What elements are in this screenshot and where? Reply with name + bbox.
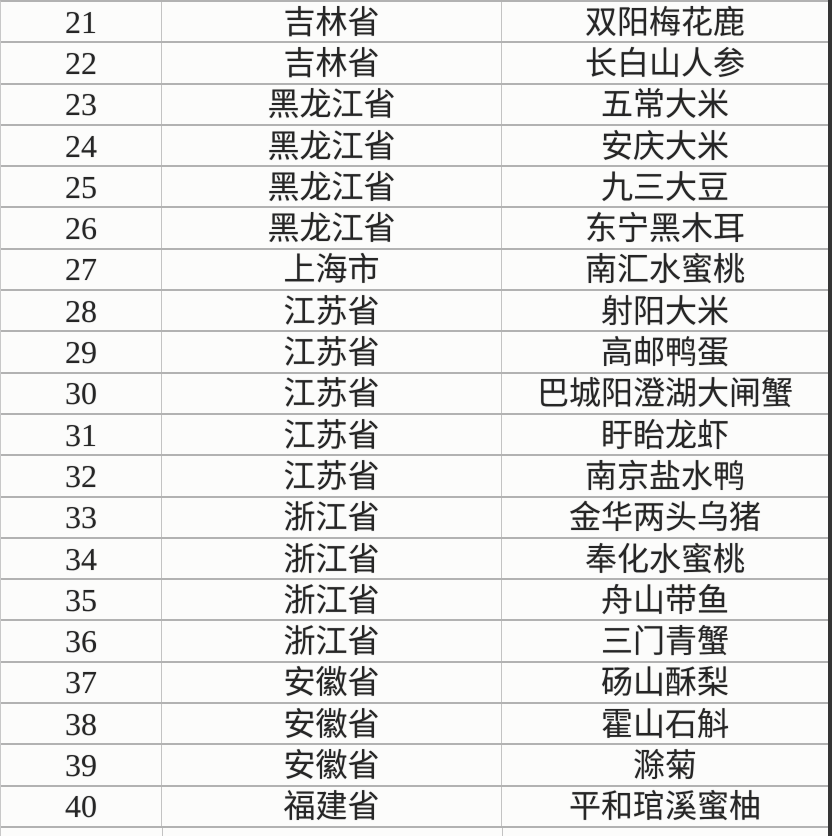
table-row: 38 安徽省 霍山石斛	[1, 704, 828, 746]
rank-cell: 38	[1, 704, 162, 744]
product-cell: 双阳梅花鹿	[584, 3, 745, 40]
province-cell: 福建省	[162, 786, 502, 826]
table-row: 37 安徽省 砀山酥梨	[1, 662, 828, 705]
product-cell: 南汇水蜜桃	[584, 251, 745, 288]
product-cell: 平和琯溪蜜柚	[568, 788, 761, 825]
province-cell: 黑龙江省	[162, 208, 502, 248]
province-cell: 上海市	[162, 249, 502, 290]
product-cell: 舟山带鱼	[600, 581, 729, 618]
product-cell: 砀山酥梨	[600, 664, 729, 701]
province-cell: 黑龙江省	[162, 167, 502, 207]
table-row: 34 浙江省 奉化水蜜桃	[1, 538, 828, 581]
province-cell: 浙江省	[162, 621, 502, 661]
province-cell: 黑龙江省	[162, 84, 502, 124]
table-row: 26 黑龙江省 东宁黑木耳	[1, 208, 828, 250]
column-divider	[502, 828, 503, 836]
rank-cell: 21	[1, 2, 162, 42]
rank-cell: 29	[1, 332, 162, 372]
table-row: 25 黑龙江省 九三大豆	[1, 167, 828, 209]
product-cell: 三门青蟹	[600, 623, 729, 660]
product-cell: 奉化水蜜桃	[584, 540, 745, 577]
table-row: 39 安徽省 滁菊	[1, 745, 828, 787]
province-cell: 江苏省	[162, 332, 502, 372]
product-cell: 五常大米	[600, 86, 729, 123]
province-cell: 吉林省	[162, 43, 502, 83]
table-row: 32 江苏省 南京盐水鸭	[1, 456, 828, 498]
province-cell: 安徽省	[162, 704, 502, 744]
product-cell: 巴城阳澄湖大闸蟹	[536, 375, 793, 412]
product-cell: 东宁黑木耳	[584, 210, 745, 247]
product-cell: 安庆大米	[600, 127, 729, 164]
rank-cell: 37	[1, 662, 162, 703]
product-cell: 南京盐水鸭	[584, 457, 745, 494]
province-cell: 江苏省	[162, 456, 502, 496]
rank-cell: 23	[1, 84, 162, 124]
photo-right-edge	[828, 0, 832, 836]
rank-cell: 39	[1, 745, 162, 785]
province-cell: 江苏省	[162, 291, 502, 331]
rank-cell: 31	[1, 414, 162, 455]
table-row: 21 吉林省 双阳梅花鹿	[1, 2, 828, 44]
rank-cell: 35	[1, 580, 162, 620]
table-row: 35 浙江省 舟山带鱼	[1, 580, 828, 622]
province-cell: 安徽省	[162, 745, 502, 785]
rank-cell: 30	[1, 373, 162, 413]
province-cell: 江苏省	[162, 373, 502, 413]
product-cell: 高邮鸭蛋	[600, 334, 729, 371]
rank-cell: 32	[1, 456, 162, 496]
rank-cell: 24	[1, 125, 162, 166]
table-row: 23 黑龙江省 五常大米	[1, 84, 828, 126]
rank-cell: 26	[1, 208, 162, 248]
rank-cell: 33	[1, 497, 162, 537]
rank-cell: 27	[1, 249, 162, 290]
table-row: 27 上海市 南汇水蜜桃	[1, 249, 828, 292]
product-cell: 盱眙龙虾	[600, 416, 729, 453]
table-row: 33 浙江省 金华两头乌猪	[1, 497, 828, 539]
product-cell: 长白山人参	[584, 44, 745, 81]
product-cell: 滁菊	[632, 746, 697, 783]
table-row: 22 吉林省 长白山人参	[1, 43, 828, 85]
product-cell: 金华两头乌猪	[568, 499, 761, 536]
partial-next-row	[0, 828, 828, 836]
rank-cell: 22	[1, 43, 162, 83]
table-row: 36 浙江省 三门青蟹	[1, 621, 828, 663]
province-cell: 安徽省	[162, 662, 502, 703]
province-cell: 浙江省	[162, 580, 502, 620]
table-row: 24 黑龙江省 安庆大米	[1, 125, 828, 168]
product-cell: 九三大豆	[600, 168, 729, 205]
rank-cell: 34	[1, 538, 162, 579]
rank-cell: 28	[1, 291, 162, 331]
table-row: 28 江苏省 射阳大米	[1, 291, 828, 333]
table-row: 40 福建省 平和琯溪蜜柚	[1, 786, 828, 828]
rank-cell: 40	[1, 786, 162, 826]
province-cell: 江苏省	[162, 414, 502, 455]
column-divider	[162, 828, 163, 836]
province-cell: 浙江省	[162, 538, 502, 579]
province-cell: 黑龙江省	[162, 125, 502, 166]
table-row: 29 江苏省 高邮鸭蛋	[1, 332, 828, 374]
product-cell: 射阳大米	[600, 292, 729, 329]
rank-cell: 25	[1, 167, 162, 207]
rank-cell: 36	[1, 621, 162, 661]
product-cell: 霍山石斛	[600, 705, 729, 742]
province-cell: 吉林省	[162, 2, 502, 42]
province-cell: 浙江省	[162, 497, 502, 537]
table-row: 31 江苏省 盱眙龙虾	[1, 414, 828, 457]
table-row: 30 江苏省 巴城阳澄湖大闸蟹	[1, 373, 828, 415]
